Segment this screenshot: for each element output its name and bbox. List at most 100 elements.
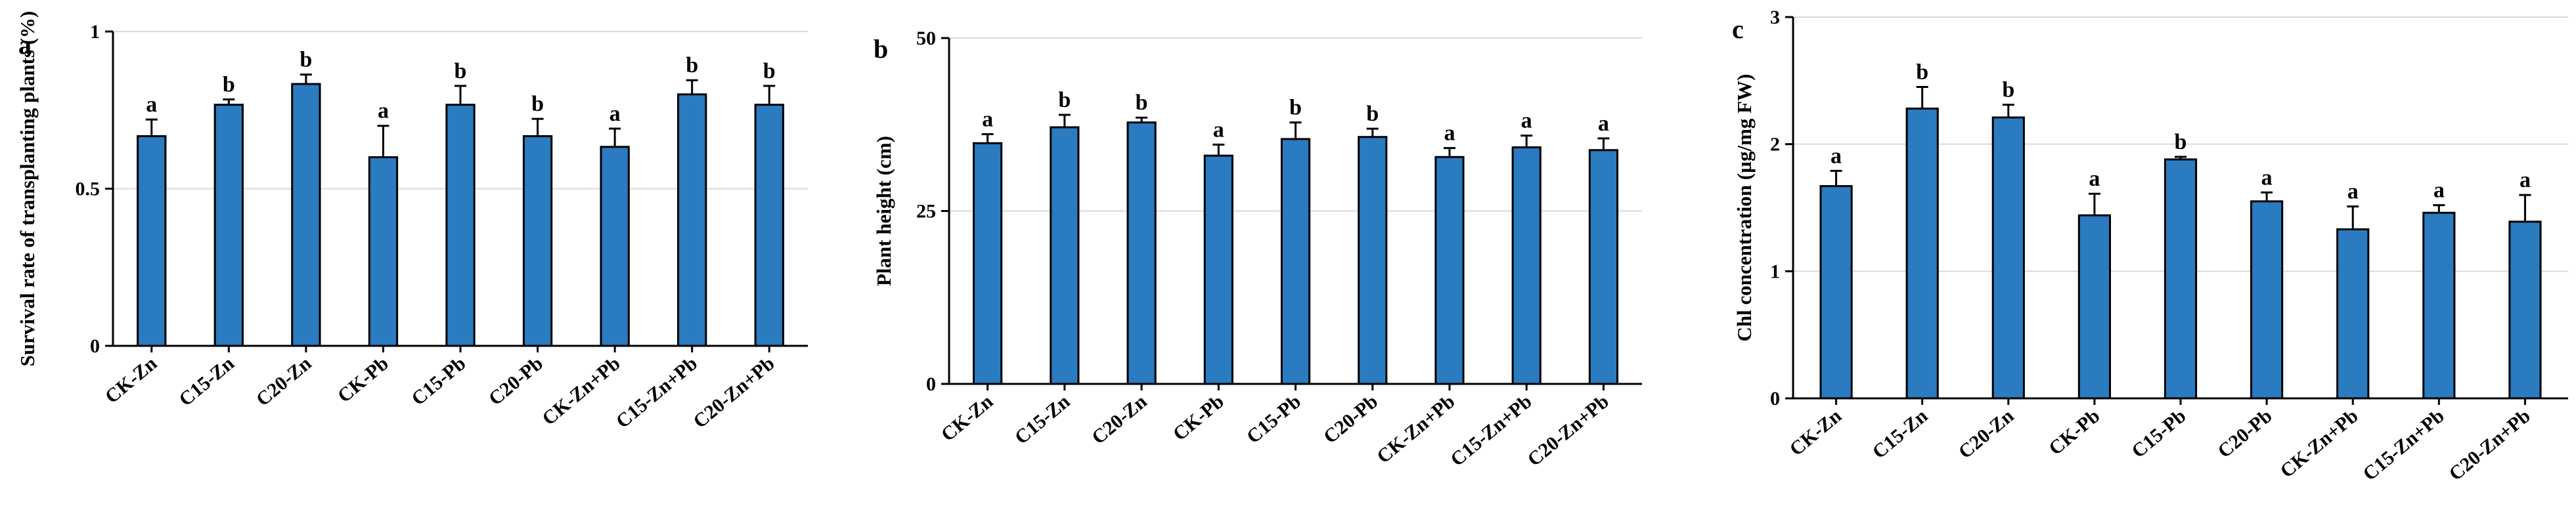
significance-label-1: b (1058, 88, 1071, 112)
y-tick-label-0: 0 (90, 335, 100, 357)
significance-label-6: a (610, 102, 621, 126)
bar-6 (1434, 156, 1465, 385)
panel-letter: a (18, 30, 32, 60)
x-tick-label-3: CK-Pb (2045, 405, 2104, 459)
x-tick-label-8: C20-Zn+Pb (2445, 405, 2534, 485)
error-bar-8 (1597, 137, 1610, 150)
bar-0 (137, 135, 167, 347)
error-bar-0 (1830, 169, 1842, 186)
x-tick-label-7: C15-Zn+Pb (2359, 405, 2448, 485)
error-bar-5 (531, 117, 544, 136)
bar-2 (1991, 116, 2025, 400)
y-tick-label-2: 2 (1770, 134, 1780, 156)
x-tick-label-5: C20-Pb (1320, 390, 1382, 448)
significance-label-5: a (2261, 165, 2273, 190)
error-bar-7 (686, 79, 698, 94)
x-tick-label-1: C15-Zn (1011, 390, 1075, 449)
bar-7 (2422, 211, 2456, 400)
significance-label-8: a (1598, 112, 1609, 136)
panel-a: a CK-Zn b C15-Zn b C20-Zn a CK-Pb b C15-Pb b C20-Pb… (16, 11, 808, 432)
x-tick-label-8: C20-Zn+Pb (1523, 390, 1612, 471)
bar-1 (213, 104, 244, 347)
significance-label-7: b (686, 53, 698, 77)
y-tick-label-1: 25 (916, 201, 936, 222)
x-tick-label-2: C20-Zn (1088, 390, 1151, 449)
error-bar-6 (609, 127, 621, 147)
bar-3 (1203, 154, 1233, 385)
significance-label-0: a (146, 93, 157, 117)
significance-label-8: b (763, 59, 776, 83)
x-tick-label-6: CK-Zn+Pb (2276, 405, 2362, 482)
error-bar-3 (1212, 143, 1225, 156)
significance-label-2: b (300, 48, 312, 72)
bar-8 (754, 104, 784, 347)
error-bar-5 (1366, 127, 1379, 137)
significance-label-7: a (1521, 109, 1532, 133)
significance-label-8: a (2520, 168, 2531, 192)
significance-label-6: a (2347, 180, 2359, 204)
y-axis-title: Chl concentration (µg/mg FW) (1733, 74, 1756, 342)
bar-8 (1588, 149, 1618, 385)
significance-label-5: b (1366, 102, 1379, 126)
panel-letter: b (874, 34, 888, 64)
x-tick-label-0: CK-Zn (1786, 405, 1846, 460)
significance-label-4: b (1289, 96, 1302, 120)
bar-4 (2164, 158, 2198, 400)
y-axis-title: Survival rate of transplanting plants (%… (16, 11, 39, 367)
error-bar-2 (1136, 116, 1148, 123)
y-tick-label-2: 1 (90, 21, 100, 43)
error-bar-3 (2088, 192, 2100, 216)
error-bar-0 (145, 118, 158, 136)
error-bar-0 (981, 133, 994, 144)
panel-b: a CK-Zn b C15-Zn b C20-Zn a CK-Pb b C15-Pb b C20-Pb… (872, 28, 1642, 471)
panel-letter: c (1732, 14, 1744, 44)
x-tick-label-0: CK-Zn (937, 390, 998, 446)
bar-3 (368, 156, 399, 347)
bar-5 (522, 135, 553, 347)
bar-7 (1511, 146, 1542, 385)
x-tick-label-2: C20-Zn (1955, 405, 2018, 463)
x-tick-label-7: C15-Zn+Pb (1446, 390, 1536, 471)
error-bar-4 (1289, 121, 1302, 139)
error-bar-7 (1521, 135, 1533, 148)
x-tick-label-8: C20-Zn+Pb (689, 352, 778, 432)
x-tick-label-6: CK-Zn+Pb (1373, 390, 1459, 468)
bar-3 (2077, 214, 2111, 400)
error-bar-1 (1916, 86, 1928, 109)
bar-2 (1126, 121, 1157, 385)
y-tick-label-0: 0 (1770, 388, 1780, 410)
y-tick-label-2: 50 (916, 28, 936, 49)
bar-0 (1819, 185, 1853, 400)
significance-label-6: a (1444, 121, 1455, 146)
significance-label-5: b (531, 92, 544, 116)
x-tick-label-4: C15-Pb (2127, 405, 2190, 462)
error-bar-7 (2433, 204, 2445, 213)
x-tick-label-1: C15-Zn (175, 352, 238, 411)
significance-label-3: a (378, 99, 389, 123)
x-tick-label-0: CK-Zn (101, 352, 162, 408)
y-axis-title: Plant height (cm) (872, 136, 895, 286)
significance-label-3: a (1213, 117, 1224, 142)
bar-5 (1358, 136, 1388, 385)
y-tick-label-1: 0.5 (76, 178, 100, 200)
bar-6 (600, 146, 630, 347)
error-bar-1 (1058, 114, 1071, 127)
x-tick-label-5: C20-Pb (485, 352, 547, 410)
x-tick-label-4: C15-Pb (407, 352, 470, 410)
error-bar-5 (2261, 191, 2273, 201)
bar-5 (2250, 200, 2284, 400)
x-tick-label-7: C15-Zn+Pb (612, 352, 701, 432)
error-bar-3 (377, 125, 389, 158)
significance-label-1: b (1916, 60, 1928, 85)
x-tick-label-6: CK-Zn+Pb (538, 352, 624, 430)
bar-4 (1280, 138, 1311, 385)
significance-label-2: b (2002, 78, 2014, 102)
error-bar-4 (455, 85, 466, 105)
error-bar-2 (300, 74, 312, 84)
x-tick-label-5: C20-Pb (2213, 405, 2276, 462)
x-tick-label-1: C15-Zn (1869, 405, 1932, 463)
x-tick-label-2: C20-Zn (252, 352, 316, 411)
error-bar-6 (2347, 205, 2359, 230)
bar-6 (2336, 228, 2370, 400)
